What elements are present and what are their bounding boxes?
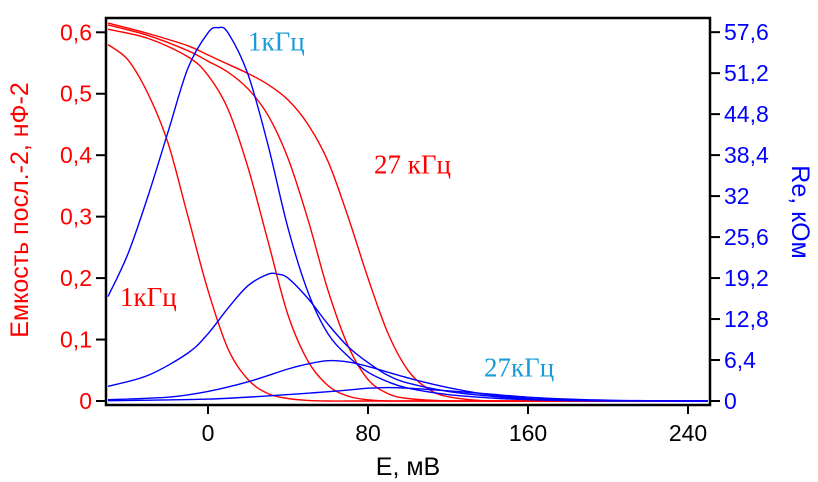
- annotation-3: 1кГц: [120, 282, 177, 312]
- ticks-layer: 0 0,1 0,2 0,3 0,4 0,5 0,6 0 6,4 12,8 19,2 25,6 32 38,…: [60, 19, 769, 446]
- y-left-tick-label: 0: [79, 388, 92, 414]
- x-tick-label: 0: [202, 420, 215, 446]
- annotation-2: 27 кГц: [374, 150, 451, 180]
- plot-frame: [104, 16, 712, 407]
- y-right-tick-label: 57,6: [724, 19, 769, 45]
- y-left-tick-label: 0,6: [60, 19, 92, 45]
- y-left-tick-label: 0,3: [60, 204, 92, 230]
- y-right-tick-label: 6,4: [724, 347, 756, 373]
- capacitance-series-4: [107, 22, 708, 403]
- resistance-series-4: [107, 386, 709, 402]
- annotation-4: 27кГц: [484, 352, 554, 382]
- plot-area: 1кГц 27 кГц 1кГц 27кГц: [107, 22, 709, 403]
- resistance-series-2: [107, 272, 709, 402]
- y-left-tick-label: 0,5: [60, 81, 92, 107]
- x-axis-label: E, мВ: [376, 453, 440, 481]
- y-right-axis-label: Re, кОм: [786, 165, 814, 258]
- y-left-tick-label: 0,1: [60, 327, 92, 353]
- resistance-series-3: [107, 359, 709, 402]
- y-right-tick-label: 44,8: [724, 101, 769, 127]
- y-right-tick-label: 38,4: [724, 142, 769, 168]
- y-left-tick-label: 0,2: [60, 265, 92, 291]
- y-right-tick-label: 51,2: [724, 60, 769, 86]
- y-right-tick-label: 25,6: [724, 224, 769, 250]
- y-right-tick-label: 12,8: [724, 306, 769, 332]
- x-tick-label: 80: [355, 420, 381, 446]
- y-left-tick-label: 0,4: [60, 142, 92, 168]
- x-tick-label: 160: [509, 420, 547, 446]
- y-right-tick-label: 0: [724, 388, 737, 414]
- y-right-tick-label: 19,2: [724, 265, 769, 291]
- x-tick-label: 240: [669, 420, 707, 446]
- resistance-series-1: [107, 26, 709, 402]
- capacitance-series-1: [107, 44, 708, 402]
- y-left-axis-label: Емкость посл.-2, нФ-2: [6, 82, 34, 338]
- annotation-1: 1кГц: [248, 27, 305, 57]
- y-right-tick-label: 32: [724, 183, 750, 209]
